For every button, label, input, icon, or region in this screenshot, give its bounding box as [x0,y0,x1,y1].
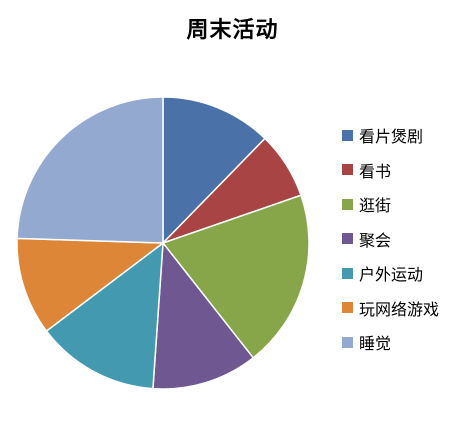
legend-swatch [342,129,353,141]
legend-item-1: 看片煲剧 [342,118,439,153]
legend-label: 玩网络游戏 [359,299,440,319]
legend-swatch [342,198,353,210]
legend-item-6: 玩网络游戏 [342,291,439,326]
legend-label: 逛街 [359,196,392,216]
pie-slice-3 [162,194,310,359]
legend-swatch [342,336,353,348]
pie-slice-1 [162,96,266,244]
legend-swatch [342,164,353,176]
legend-item-7: 睡觉 [342,325,439,360]
legend-item-5: 户外运动 [342,256,439,291]
legend-item-2: 看书 [342,153,439,188]
pie-slice-5 [45,242,164,390]
legend-label: 睡觉 [359,334,392,354]
legend-swatch [342,267,353,279]
pie-slice-6 [16,237,164,332]
chart-title: 周末活动 [186,18,279,43]
legend-item-4: 聚会 [342,222,439,257]
legend-label: 看片煲剧 [359,127,424,147]
legend-swatch [342,302,353,314]
chart-legend: 看片煲剧看书逛街聚会户外运动玩网络游戏睡觉 [342,118,439,360]
legend-label: 看书 [359,161,392,181]
legend-label: 聚会 [359,230,392,250]
legend-item-3: 逛街 [342,187,439,222]
legend-swatch [342,233,353,245]
legend-label: 户外运动 [359,265,424,285]
pie-slice-4 [152,242,254,390]
pie-slice-7 [16,96,164,244]
